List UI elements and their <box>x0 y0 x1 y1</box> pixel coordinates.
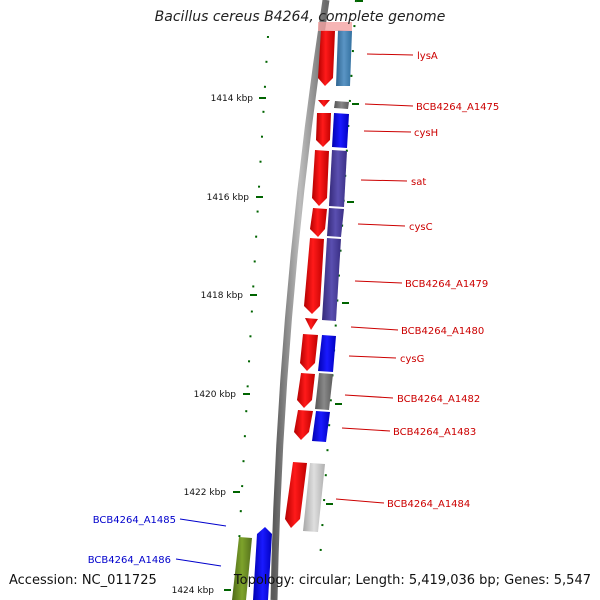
leader-line <box>344 394 394 399</box>
leader-line <box>335 498 385 504</box>
gene-arrow-cysG <box>318 335 336 372</box>
gene-arrow-A1482-red <box>297 373 315 408</box>
leader-line <box>354 280 403 284</box>
gene-arrow-cysH <box>332 113 349 148</box>
gene-labels-left: BCB4264_A1485 BCB4264_A1486 <box>88 515 176 566</box>
leader-line <box>341 427 391 432</box>
gene-arrow-A1475-red <box>318 100 330 107</box>
gene-arrow-A1483 <box>312 411 330 442</box>
leader-line <box>175 558 222 567</box>
accession-text: Accession: NC_011725 <box>9 573 157 588</box>
tick-mark <box>326 503 333 505</box>
gene-label: BCB4264_A1483 <box>393 427 476 438</box>
leader-line <box>366 53 414 56</box>
gene-label: sat <box>411 177 426 188</box>
gene-label: cysC <box>409 222 433 233</box>
label-leaders-left <box>175 518 227 567</box>
tick-label: 1420 kbp <box>194 390 237 400</box>
gene-label: cysG <box>400 354 424 365</box>
kbp-ticks: 1414 kbp 1416 kbp 1418 kbp 1420 kbp 1422… <box>172 94 266 596</box>
kbp-ruler-dots <box>235 35 269 600</box>
gene-label: BCB4264_A1480 <box>401 326 484 337</box>
tick-mark <box>352 103 359 105</box>
gene-arrow-A1475 <box>334 101 349 109</box>
tick-label: 1416 kbp <box>207 193 250 203</box>
gene-arrow-A1479 <box>322 238 341 321</box>
gene-arrow-A1480-red <box>305 318 318 330</box>
gene-arrow-sat-red <box>312 150 329 206</box>
gene-arrow-lysA-red <box>318 30 335 86</box>
gene-arrow-lysA <box>336 30 352 86</box>
leader-line <box>179 518 227 527</box>
outer-ticks <box>326 103 359 505</box>
gene-arrow-A1482 <box>315 373 333 410</box>
gene-arrow-cysG-red <box>300 334 318 371</box>
backbone-top-mark <box>357 0 363 2</box>
gene-arrow-A1483-red <box>294 410 313 440</box>
leader-line <box>357 223 406 227</box>
gene-arrow-sat <box>329 150 347 207</box>
tick-mark <box>342 302 349 304</box>
leader-line <box>350 326 399 331</box>
gene-arrow-lysA-top <box>318 22 352 31</box>
gene-label: BCB4264_A1475 <box>416 102 499 113</box>
gene-label: lysA <box>417 51 438 62</box>
tick-mark <box>259 97 266 99</box>
leader-line <box>363 130 412 133</box>
gene-label: BCB4264_A1479 <box>405 279 488 290</box>
tick-mark <box>347 201 354 203</box>
tick-mark <box>243 393 250 395</box>
gene-arrow-A1484-red <box>285 462 307 528</box>
genome-backbone <box>270 0 330 600</box>
tick-label: 1418 kbp <box>201 291 244 301</box>
label-leaders-right <box>335 53 414 504</box>
gene-arrow-cysH-red <box>316 113 331 147</box>
tick-mark <box>256 196 263 198</box>
tick-label: 1422 kbp <box>184 488 227 498</box>
tick-mark <box>224 589 231 591</box>
gene-label: BCB4264_A1485 <box>93 515 176 526</box>
genome-title: Bacillus cereus B4264, complete genome <box>154 9 446 25</box>
gene-arrow-cysC-red <box>310 208 327 237</box>
gene-label: BCB4264_A1484 <box>387 499 470 510</box>
gene-arrow-A1485 <box>253 527 272 600</box>
gene-label: BCB4264_A1482 <box>397 394 480 405</box>
reverse-strand-genes <box>285 30 335 528</box>
tick-mark <box>250 294 257 296</box>
gene-arrow-A1486 <box>232 537 252 600</box>
topology-text: Topology: circular; Length: 5,419,036 bp… <box>233 573 591 588</box>
leader-line <box>364 103 414 107</box>
forward-strand-genes <box>232 22 352 600</box>
gene-arrow-A1484 <box>303 463 325 532</box>
gene-arrow-cysC <box>327 208 344 237</box>
tick-mark <box>335 403 342 405</box>
tick-label: 1414 kbp <box>211 94 254 104</box>
tick-mark <box>233 491 240 493</box>
gene-label: BCB4264_A1486 <box>88 555 171 566</box>
leader-line <box>348 355 397 359</box>
gene-arrow-A1479-red <box>304 238 324 314</box>
gene-labels-right: lysA BCB4264_A1475 cysH sat cysC BCB4264_A147… <box>387 51 499 510</box>
leader-line <box>360 179 408 182</box>
tick-label: 1424 kbp <box>172 586 215 596</box>
gene-label: cysH <box>414 128 438 139</box>
